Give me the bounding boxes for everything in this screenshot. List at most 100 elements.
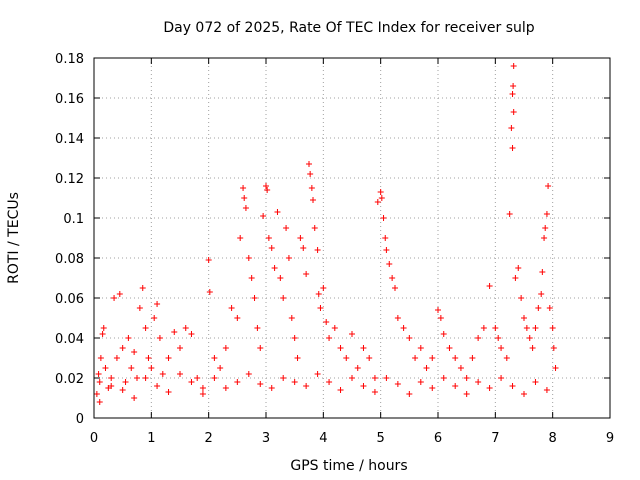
data-point [165,389,172,395]
data-point [374,199,381,205]
data-point [96,399,103,405]
data-point [320,285,327,291]
data-point [314,371,321,377]
data-point [95,371,102,377]
data-point [452,383,459,389]
data-point [526,335,533,341]
data-point [142,375,149,381]
data-point [119,345,126,351]
data-point [400,325,407,331]
y-tick-label: 0.16 [55,92,84,107]
data-point [113,355,120,361]
data-point [300,245,307,251]
data-point [96,379,103,385]
data-point [234,379,241,385]
data-point [240,185,247,191]
data-point [311,225,318,231]
x-tick-label: 6 [434,431,442,446]
data-point [360,383,367,389]
data-point [523,325,530,331]
data-point [349,331,355,337]
y-axis-label: ROTI / TECUs [6,192,22,284]
data-point [199,385,206,391]
y-tick-label: 0.14 [55,132,84,147]
data-point [237,235,244,241]
data-point [440,375,447,381]
data-point [378,195,385,201]
data-point [245,255,252,261]
y-tick-label: 0.1 [63,212,84,227]
data-point [294,355,301,361]
data-point [136,305,143,311]
data-point [116,291,123,297]
y-tick-label: 0.06 [55,292,84,307]
data-point [145,355,152,361]
data-point [515,265,522,271]
data-point [182,325,189,331]
x-tick-label: 3 [262,431,270,446]
data-point [280,375,287,381]
data-point [546,305,553,311]
data-point [535,305,542,311]
data-point [194,375,201,381]
grid [94,58,610,418]
x-tick-label: 5 [377,431,385,446]
data-point [303,271,310,277]
data-point [377,189,384,195]
data-point [371,375,378,381]
data-point [389,275,396,281]
data-point [480,325,487,331]
data-point [222,345,229,351]
data-point [199,391,206,397]
data-point [383,375,390,381]
data-point [498,375,505,381]
data-point [264,187,271,193]
data-point [139,285,146,291]
data-point [326,379,333,385]
data-point [429,355,436,361]
data-point [541,235,548,241]
data-point [142,325,149,331]
data-point [492,325,499,331]
data-point [307,171,314,177]
data-point [285,255,292,261]
data-point [228,305,235,311]
data-point [371,389,378,395]
data-point [171,329,178,335]
data-point [131,349,138,355]
data-point [539,269,546,275]
data-point [303,383,310,389]
data-point [545,183,552,189]
data-point [315,291,322,297]
data-point [93,391,100,397]
x-tick-label: 9 [606,431,614,446]
data-point [406,391,413,397]
data-point [521,315,527,321]
data-point [386,261,393,267]
data-point [211,375,218,381]
data-point [440,331,447,337]
data-point [97,355,104,361]
data-point [206,289,213,295]
data-point [148,365,155,371]
data-point [291,335,298,341]
data-point [486,283,493,289]
data-point [177,345,183,351]
data-point [510,63,517,69]
data-point [475,335,482,341]
data-point [251,295,258,301]
data-point [119,387,126,393]
data-point [271,265,278,271]
data-point [217,365,224,371]
data-point [337,345,344,351]
data-point [542,225,549,231]
plot-frame [93,57,611,419]
data-point [543,387,550,393]
data-point [463,375,470,381]
data-point [521,391,527,397]
x-tick-label: 4 [319,431,327,446]
data-point [165,355,172,361]
data-point [457,365,464,371]
data-point [288,315,295,321]
